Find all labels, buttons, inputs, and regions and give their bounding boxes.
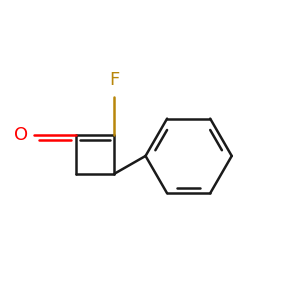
Text: F: F xyxy=(109,71,119,89)
Text: O: O xyxy=(14,126,28,144)
